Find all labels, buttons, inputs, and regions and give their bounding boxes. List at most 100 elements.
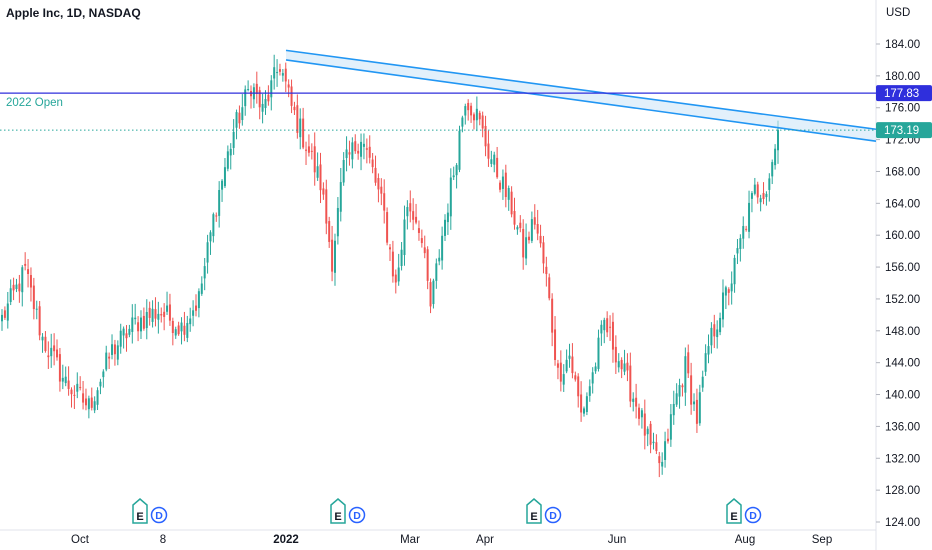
candle (530, 211, 533, 244)
candle (716, 320, 719, 349)
candle (244, 85, 247, 116)
candle (739, 234, 742, 262)
candle-body (180, 322, 183, 332)
last-price-tag: 173.19 (876, 122, 932, 139)
candle (50, 333, 53, 368)
candle (617, 353, 620, 373)
candle (455, 163, 458, 189)
candle-body (551, 298, 554, 333)
candle-body (264, 99, 267, 109)
candle (759, 194, 762, 212)
candle (284, 62, 287, 93)
candle-body (449, 177, 452, 217)
candle-body (348, 152, 351, 155)
candle (154, 297, 157, 327)
candle-body (241, 107, 244, 121)
price-tick-label: 124.00 (885, 517, 920, 529)
candle (635, 383, 638, 419)
candle-body (704, 353, 707, 372)
candle (90, 387, 93, 411)
candle-body (82, 393, 85, 403)
dividend-icon[interactable] (744, 506, 762, 524)
candle (9, 279, 12, 306)
hline-price-tag-bg (876, 85, 932, 102)
candle (666, 428, 669, 444)
candle-body (724, 287, 727, 296)
candle-body (113, 344, 116, 355)
earnings-icon[interactable] (726, 498, 742, 524)
candle (111, 334, 114, 360)
dividend-icon[interactable] (544, 506, 562, 524)
candle (504, 164, 507, 208)
candle (626, 353, 629, 382)
candle (548, 273, 551, 301)
candle (3, 306, 6, 320)
candle-body (47, 355, 50, 358)
candle-body (693, 401, 696, 405)
candle-body (530, 219, 533, 241)
candle-body (203, 266, 206, 279)
candle-body (386, 212, 389, 243)
candle (707, 334, 710, 364)
candle-body (221, 180, 224, 190)
candle (180, 317, 183, 345)
candle-body (119, 330, 122, 347)
candle-body (632, 398, 635, 402)
dividend-letter: D (549, 510, 557, 522)
candle (302, 107, 305, 150)
candle (542, 235, 545, 274)
dividend-icon[interactable] (150, 506, 168, 524)
candle (646, 426, 649, 447)
candle-body (24, 263, 27, 266)
candle-body (577, 376, 580, 397)
candle-body (635, 397, 638, 407)
dividend-icon[interactable] (348, 506, 366, 524)
candle-body (493, 154, 496, 165)
candle-body (21, 267, 24, 293)
candle-body (328, 221, 331, 242)
price-tick-label: 176.00 (885, 103, 920, 115)
candle-body (687, 352, 690, 374)
candle (597, 329, 600, 372)
candle-body (444, 219, 447, 236)
time-axis[interactable]: Oct 8 2022 Mar Apr Jun Aug Sep (71, 534, 832, 546)
candle-body (748, 202, 751, 232)
candle (727, 287, 730, 306)
candle-body (533, 217, 536, 225)
trend-line-lower[interactable] (285, 59, 877, 142)
candle-body (739, 238, 742, 250)
candle-body (432, 280, 435, 305)
candle (640, 408, 643, 429)
candle (745, 225, 748, 232)
candle-body (336, 207, 339, 237)
candle-body (255, 83, 258, 94)
candle-body (360, 141, 363, 157)
earnings-icon[interactable] (132, 498, 148, 524)
candle-body (545, 266, 548, 275)
trend-line-upper[interactable] (285, 49, 877, 131)
candle-body (403, 219, 406, 256)
candle-body (681, 385, 684, 388)
candle-body (287, 84, 290, 88)
earnings-icon[interactable] (330, 498, 346, 524)
candle-body (649, 423, 652, 445)
candle (163, 303, 166, 331)
candle (134, 303, 137, 325)
price-axis[interactable]: USD 124.00 128.00 132.00 136.00 140.00 144.00 1… (876, 7, 932, 529)
candle (1, 309, 3, 331)
candle-body (568, 355, 571, 359)
candle (221, 179, 224, 202)
candle (774, 144, 777, 170)
earnings-icon[interactable] (526, 498, 542, 524)
candle (664, 431, 667, 468)
candle (35, 300, 38, 320)
price-tick-label: 180.00 (885, 71, 920, 83)
candle (281, 69, 284, 82)
earnings-letter: E (334, 511, 341, 523)
